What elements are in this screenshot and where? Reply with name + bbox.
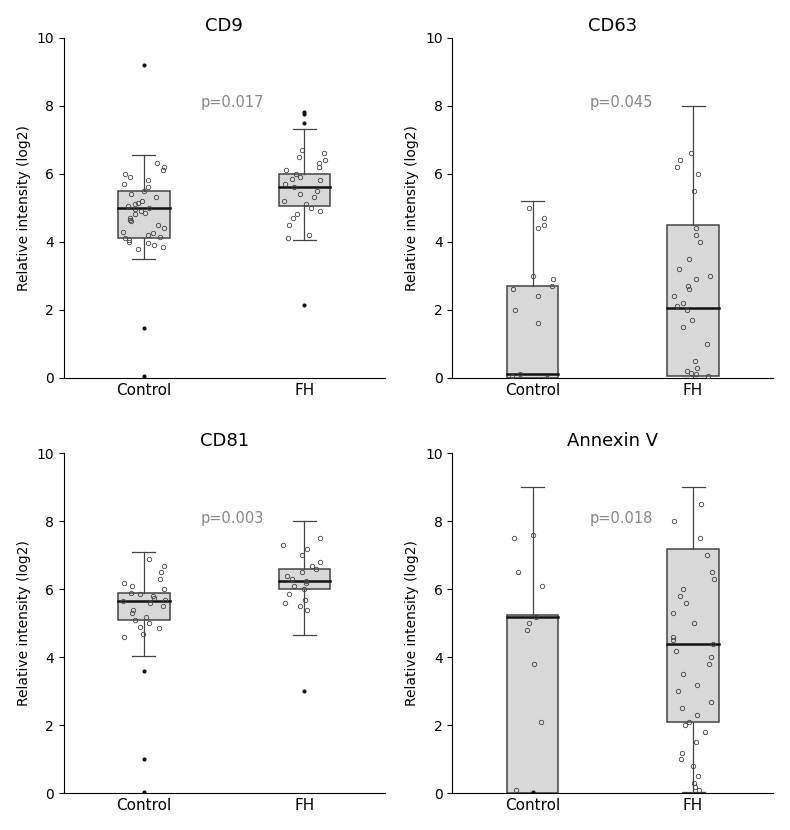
Bar xyxy=(507,615,559,793)
Title: CD9: CD9 xyxy=(205,17,243,35)
Y-axis label: Relative intensity (log2): Relative intensity (log2) xyxy=(405,124,419,290)
Bar xyxy=(118,593,170,620)
Bar xyxy=(118,191,170,238)
Text: p=0.018: p=0.018 xyxy=(589,511,653,526)
Bar xyxy=(279,173,330,206)
Title: CD81: CD81 xyxy=(200,432,249,451)
Y-axis label: Relative intensity (log2): Relative intensity (log2) xyxy=(405,540,419,706)
Bar xyxy=(668,549,719,722)
Y-axis label: Relative intensity (log2): Relative intensity (log2) xyxy=(17,124,31,290)
Title: Annexin V: Annexin V xyxy=(567,432,658,451)
Text: p=0.003: p=0.003 xyxy=(201,511,264,526)
Bar xyxy=(668,225,719,376)
Bar xyxy=(507,286,559,378)
Text: p=0.045: p=0.045 xyxy=(589,95,653,110)
Text: p=0.017: p=0.017 xyxy=(201,95,264,110)
Title: CD63: CD63 xyxy=(589,17,638,35)
Y-axis label: Relative intensity (log2): Relative intensity (log2) xyxy=(17,540,31,706)
Bar xyxy=(279,569,330,589)
